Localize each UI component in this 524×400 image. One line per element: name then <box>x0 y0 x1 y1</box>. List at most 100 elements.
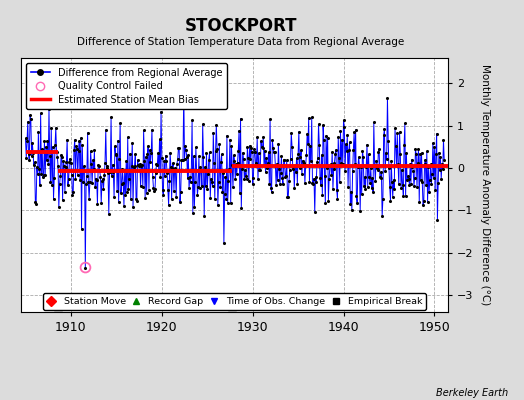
Point <box>217 151 226 158</box>
Point <box>170 188 178 194</box>
Point <box>352 126 360 133</box>
Point <box>22 155 30 161</box>
Point <box>181 143 190 150</box>
Point <box>350 129 358 136</box>
Point <box>150 188 158 194</box>
Point <box>422 182 430 189</box>
Point <box>287 130 296 136</box>
Point <box>283 194 292 201</box>
Point <box>153 162 161 168</box>
Point <box>340 117 348 123</box>
Point <box>24 118 32 125</box>
Point <box>374 149 383 155</box>
Point <box>219 170 227 176</box>
Point <box>114 199 123 206</box>
Point <box>103 162 112 169</box>
Point <box>393 130 401 136</box>
Point <box>202 183 210 189</box>
Point <box>98 178 106 184</box>
Point <box>289 163 298 169</box>
Point <box>160 158 168 164</box>
Point <box>87 161 95 168</box>
Point <box>438 160 446 167</box>
Point <box>198 182 206 189</box>
Point <box>213 146 221 152</box>
Point <box>383 94 391 101</box>
Point <box>232 161 240 167</box>
Point <box>260 147 269 154</box>
Point <box>277 170 285 176</box>
Point <box>390 186 398 192</box>
Point <box>21 135 30 142</box>
Point <box>32 164 41 170</box>
Point <box>247 144 255 151</box>
Point <box>371 178 379 184</box>
Point <box>141 194 149 201</box>
Point <box>374 167 382 174</box>
Point <box>158 187 167 194</box>
Point <box>222 196 231 202</box>
Point <box>27 116 35 122</box>
Point <box>129 164 138 170</box>
Point <box>100 172 108 178</box>
Point <box>396 150 405 157</box>
Point <box>321 200 330 206</box>
Point <box>93 177 101 183</box>
Point <box>342 141 350 147</box>
Point <box>117 190 125 196</box>
Point <box>245 178 253 184</box>
Point <box>148 174 157 180</box>
Point <box>369 189 377 195</box>
Point <box>105 169 114 175</box>
Point <box>124 186 133 192</box>
Point <box>210 159 218 166</box>
Point <box>354 154 363 160</box>
Point <box>334 134 342 141</box>
Point <box>380 126 389 132</box>
Point <box>85 179 94 186</box>
Point <box>54 302 62 309</box>
Point <box>435 150 443 156</box>
Point <box>267 184 275 191</box>
Point <box>233 171 241 177</box>
Point <box>282 173 290 179</box>
Point <box>37 110 45 116</box>
Point <box>258 144 267 151</box>
Point <box>279 157 288 163</box>
Point <box>49 196 58 202</box>
Point <box>34 129 42 136</box>
Point <box>319 122 328 128</box>
Point <box>226 200 235 206</box>
Point <box>54 163 62 169</box>
Point <box>236 190 244 196</box>
Point <box>408 156 416 163</box>
Point <box>42 157 51 164</box>
Point <box>400 142 408 148</box>
Point <box>202 150 211 156</box>
Point <box>226 136 234 143</box>
Point <box>180 156 189 162</box>
Point <box>401 120 409 127</box>
Point <box>248 180 257 187</box>
Point <box>42 144 50 150</box>
Point <box>124 134 132 140</box>
Point <box>110 194 118 200</box>
Point <box>277 153 286 160</box>
Point <box>81 264 90 271</box>
Point <box>189 209 197 216</box>
Point <box>314 121 323 128</box>
Point <box>346 201 355 208</box>
Point <box>192 144 200 151</box>
Point <box>155 136 163 143</box>
Point <box>391 125 399 132</box>
Point <box>299 157 307 164</box>
Point <box>272 182 280 188</box>
Point <box>39 174 47 181</box>
Point <box>308 114 316 120</box>
Point <box>211 196 219 202</box>
Point <box>301 179 309 186</box>
Point <box>302 151 311 158</box>
Point <box>227 302 236 309</box>
Point <box>112 152 120 158</box>
Point <box>228 162 236 168</box>
